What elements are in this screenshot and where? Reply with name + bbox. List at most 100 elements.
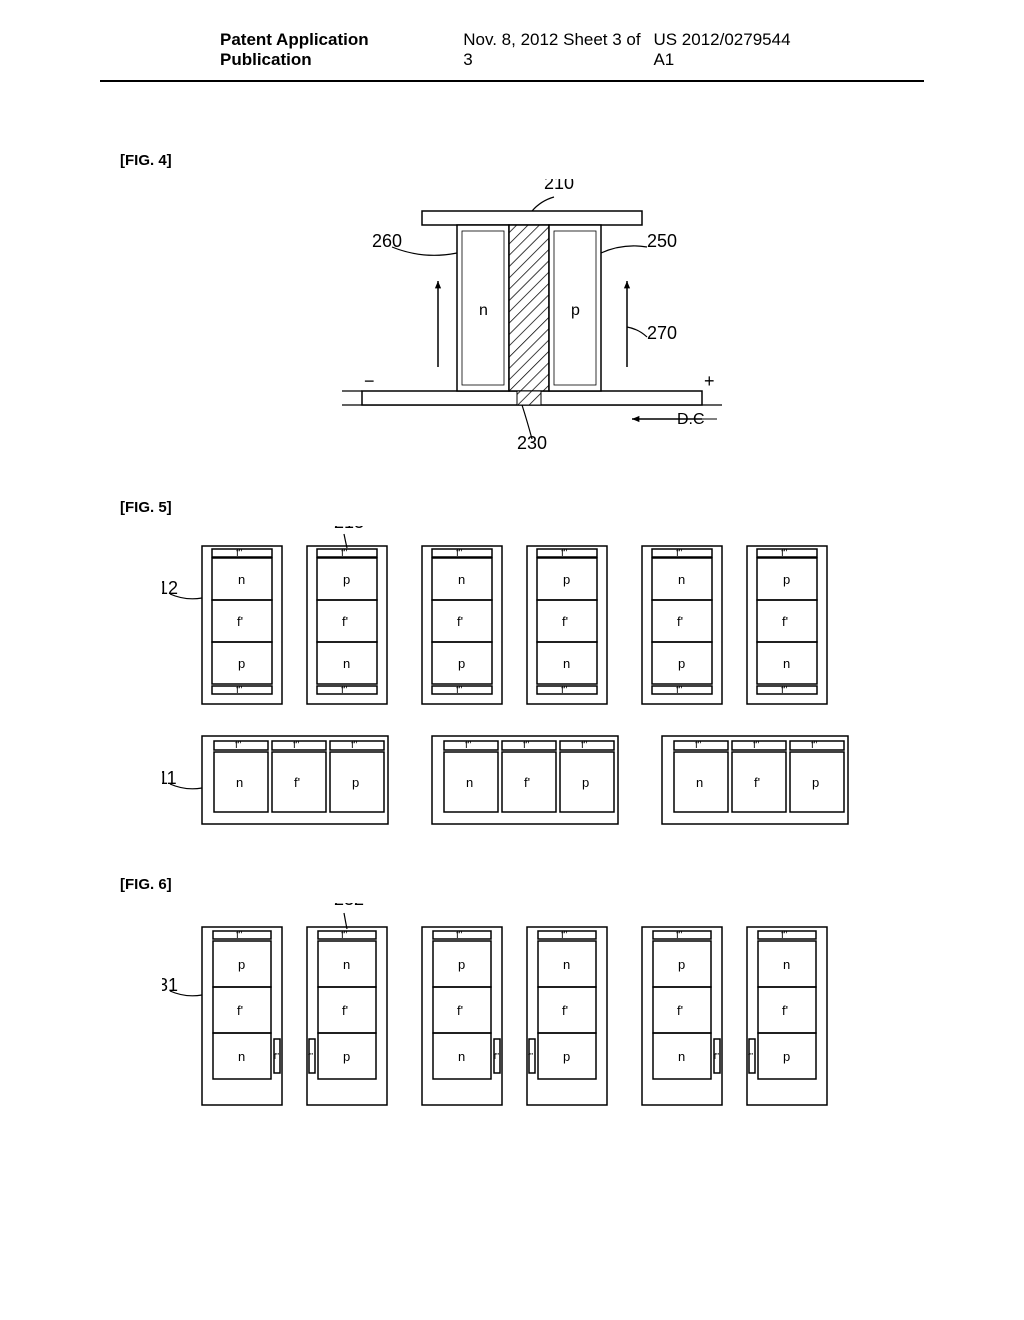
svg-text:f": f" — [341, 685, 348, 696]
svg-text:p: p — [238, 957, 245, 972]
fig4-label: [FIG. 4] — [120, 152, 904, 169]
svg-text:f": f" — [308, 1052, 313, 1061]
svg-text:f": f" — [528, 1052, 533, 1061]
svg-text:f': f' — [562, 614, 568, 629]
header-left: Patent Application Publication — [220, 30, 463, 70]
fig5-diagram: f" n f' p f" f" p f' n f" f" n f' p f" f" p f' n f" f" n f' p f"… — [162, 526, 862, 846]
fig4-container: np210260250270230−+D.C — [120, 179, 904, 469]
svg-text:f': f' — [342, 614, 348, 629]
svg-text:−: − — [364, 371, 375, 391]
svg-text:f": f" — [236, 930, 243, 941]
page-header: Patent Application Publication Nov. 8, 2… — [100, 0, 924, 82]
svg-text:f": f" — [695, 740, 702, 751]
svg-text:f": f" — [465, 740, 472, 751]
svg-text:f": f" — [781, 685, 788, 696]
svg-text:p: p — [678, 656, 685, 671]
svg-text:f': f' — [524, 775, 530, 790]
fig6-label: [FIG. 6] — [120, 876, 904, 893]
fig5-container: f" n f' p f" f" p f' n f" f" n f' p f" f" p f' n f" f" n f' p f"… — [120, 526, 904, 846]
svg-text:f": f" — [753, 740, 760, 751]
svg-text:270: 270 — [647, 323, 677, 343]
svg-text:f": f" — [748, 1052, 753, 1061]
svg-text:f": f" — [274, 1052, 279, 1061]
svg-text:n: n — [696, 775, 703, 790]
svg-text:f': f' — [342, 1003, 348, 1018]
svg-text:p: p — [783, 572, 790, 587]
svg-text:n: n — [343, 656, 350, 671]
fig4-diagram: np210260250270230−+D.C — [302, 179, 722, 469]
svg-text:p: p — [678, 957, 685, 972]
svg-text:f": f" — [676, 685, 683, 696]
svg-text:p: p — [571, 302, 580, 319]
svg-text:f": f" — [561, 685, 568, 696]
svg-text:p: p — [783, 1049, 790, 1064]
svg-text:n: n — [678, 1049, 685, 1064]
svg-text:f': f' — [677, 1003, 683, 1018]
svg-text:p: p — [238, 656, 245, 671]
svg-text:f": f" — [561, 930, 568, 941]
fig6-container: f" p f' n f" f" n f' p f" f" p f' n f" f" n f' p f" f" p f' n f"… — [120, 903, 904, 1133]
header-right: US 2012/0279544 A1 — [653, 30, 814, 70]
svg-text:n: n — [458, 1049, 465, 1064]
svg-text:f": f" — [676, 930, 683, 941]
svg-text:f": f" — [523, 740, 530, 751]
svg-text:f": f" — [781, 930, 788, 941]
svg-text:231: 231 — [162, 975, 178, 995]
fig5-label: [FIG. 5] — [120, 499, 904, 516]
svg-text:f': f' — [457, 614, 463, 629]
svg-text:212: 212 — [162, 578, 178, 598]
svg-text:n: n — [238, 1049, 245, 1064]
svg-text:p: p — [458, 656, 465, 671]
svg-text:p: p — [812, 775, 819, 790]
svg-text:f": f" — [581, 740, 588, 751]
svg-text:p: p — [458, 957, 465, 972]
svg-text:f": f" — [293, 740, 300, 751]
svg-text:f": f" — [236, 685, 243, 696]
svg-text:230: 230 — [517, 433, 547, 453]
svg-text:p: p — [343, 1049, 350, 1064]
svg-text:n: n — [783, 957, 790, 972]
svg-text:f': f' — [754, 775, 760, 790]
svg-text:n: n — [236, 775, 243, 790]
svg-text:f': f' — [782, 614, 788, 629]
header-center: Nov. 8, 2012 Sheet 3 of 3 — [463, 30, 653, 70]
svg-text:f": f" — [351, 740, 358, 751]
svg-text:f': f' — [677, 614, 683, 629]
content-area: [FIG. 4] np210260250270230−+D.C [FIG. 5]… — [0, 82, 1024, 1193]
svg-text:f": f" — [714, 1052, 719, 1061]
svg-text:232: 232 — [334, 903, 364, 909]
svg-text:211: 211 — [162, 768, 177, 788]
svg-text:p: p — [352, 775, 359, 790]
svg-text:n: n — [783, 656, 790, 671]
svg-text:p: p — [343, 572, 350, 587]
svg-text:p: p — [563, 1049, 570, 1064]
svg-text:213: 213 — [334, 526, 364, 532]
svg-text:f': f' — [782, 1003, 788, 1018]
svg-text:n: n — [479, 302, 488, 319]
svg-text:n: n — [458, 572, 465, 587]
svg-text:n: n — [466, 775, 473, 790]
svg-text:210: 210 — [544, 179, 574, 193]
svg-text:f': f' — [237, 614, 243, 629]
svg-text:f': f' — [294, 775, 300, 790]
svg-text:p: p — [582, 775, 589, 790]
svg-text:f": f" — [456, 685, 463, 696]
svg-text:250: 250 — [647, 231, 677, 251]
svg-text:f': f' — [237, 1003, 243, 1018]
svg-text:f": f" — [235, 740, 242, 751]
fig6-diagram: f" p f' n f" f" n f' p f" f" p f' n f" f" n f' p f" f" p f' n f"… — [162, 903, 862, 1133]
svg-text:+: + — [704, 371, 715, 391]
svg-text:n: n — [678, 572, 685, 587]
svg-text:n: n — [343, 957, 350, 972]
svg-text:f': f' — [562, 1003, 568, 1018]
svg-text:f": f" — [811, 740, 818, 751]
svg-text:n: n — [238, 572, 245, 587]
svg-text:f': f' — [457, 1003, 463, 1018]
svg-text:f": f" — [494, 1052, 499, 1061]
svg-text:n: n — [563, 656, 570, 671]
svg-text:f": f" — [341, 930, 348, 941]
svg-text:260: 260 — [372, 231, 402, 251]
svg-text:f": f" — [456, 930, 463, 941]
svg-text:n: n — [563, 957, 570, 972]
svg-text:p: p — [563, 572, 570, 587]
